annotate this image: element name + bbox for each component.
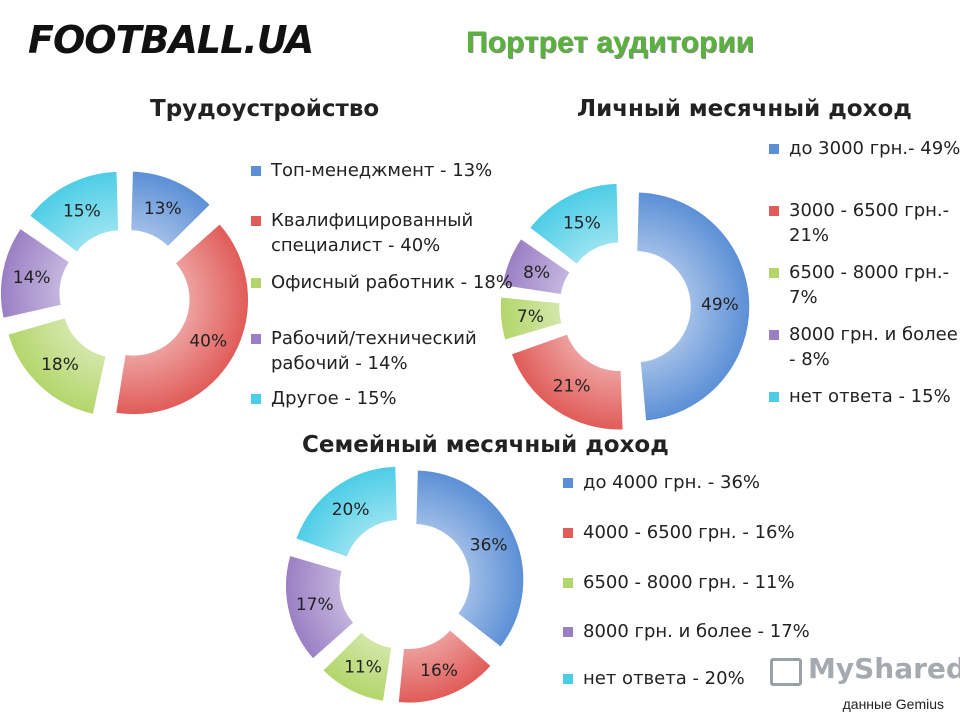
legend-label: Топ-менеджмент - 13% xyxy=(271,160,493,181)
donut-1-data-label-5: 15% xyxy=(563,213,601,233)
legend-label: до 4000 грн. - 36% xyxy=(583,472,761,493)
legend-label: 6500 - 8000 грн.- 7% xyxy=(789,262,950,309)
legend-swatch xyxy=(769,330,779,340)
donut-2-slice-4 xyxy=(284,554,356,661)
donut-0-data-label-1: 13% xyxy=(144,199,182,219)
watermark-text: MyShared xyxy=(808,652,960,685)
chart-title-family-income: Семейный месячный доход xyxy=(302,432,669,458)
donut-1-slice-2 xyxy=(510,332,625,431)
donut-0-slice-4 xyxy=(0,227,71,320)
myshared-logo-icon xyxy=(770,658,802,686)
donut-0-data-label-4: 14% xyxy=(13,268,51,288)
legend-label: 4000 - 6500 грн. - 16% xyxy=(583,522,795,543)
legend-swatch xyxy=(563,578,573,588)
donut-chart-employment: 13% 40% 18% 14% 15% xyxy=(0,170,250,416)
legend-swatch xyxy=(563,674,573,684)
donut-1-data-label-3: 7% xyxy=(517,307,544,327)
donut-2-data-label-4: 17% xyxy=(296,595,334,615)
donut-2-slice-3 xyxy=(321,630,393,703)
myshared-watermark: MyShared xyxy=(770,652,960,690)
legend-swatch xyxy=(769,268,779,278)
legend-label: до 3000 грн.- 49% xyxy=(789,138,960,159)
legend-swatch xyxy=(769,392,779,402)
legend-swatch xyxy=(769,206,779,216)
donut-chart-personal-income: 49% 21% 7% 8% 15% xyxy=(499,182,751,431)
legend-swatch xyxy=(251,394,261,404)
donut-0-data-label-2: 40% xyxy=(189,332,227,352)
donut-1-slice-5 xyxy=(528,182,620,266)
chart-title-employment: Трудоустройство xyxy=(150,96,380,122)
donut-2-data-label-3: 11% xyxy=(344,657,382,677)
donut-2-data-label-1: 36% xyxy=(470,536,508,556)
donut-2-data-label-5: 20% xyxy=(332,500,370,520)
legend-label: нет ответа - 20% xyxy=(583,668,745,689)
donut-0-data-label-5: 15% xyxy=(63,201,101,221)
legend-label: Квалифицированный специалист - 40% xyxy=(271,210,474,257)
legend-label: 8000 грн. и более - 17% xyxy=(583,621,810,642)
chart-title-personal-income: Личный месячный доход xyxy=(577,96,912,122)
legend-label: Другое - 15% xyxy=(271,388,397,409)
legend-swatch xyxy=(251,166,261,176)
donut-1-slice-1 xyxy=(635,190,751,423)
donut-0-slice-3 xyxy=(6,316,108,416)
legend-label: 8000 грн. и более - 8% xyxy=(789,324,958,371)
legend-swatch xyxy=(563,627,573,637)
donut-0-data-label-3: 18% xyxy=(41,355,79,375)
legend-label: Рабочий/технический рабочий - 14% xyxy=(271,328,477,375)
legend-label: 3000 - 6500 грн.- 21% xyxy=(789,200,950,247)
donut-2-slice-2 xyxy=(397,628,493,705)
donut-0-slice-2 xyxy=(114,222,250,416)
donut-1-data-label-4: 8% xyxy=(523,263,550,283)
legend-swatch xyxy=(769,144,779,154)
donut-1-slice-4 xyxy=(501,237,572,296)
donut-1-data-label-2: 21% xyxy=(553,377,591,397)
legend-swatch xyxy=(251,334,261,344)
legend-label: нет ответа - 15% xyxy=(789,386,951,407)
donut-0-slice-5 xyxy=(28,170,120,254)
donut-1-slice-3 xyxy=(499,295,564,342)
football-ua-logo: FOOTBALL.UA xyxy=(28,18,314,62)
source-note: данные Gemius xyxy=(842,696,944,712)
donut-1-data-label-1: 49% xyxy=(701,295,739,315)
legend-swatch xyxy=(251,278,261,288)
legend-swatch xyxy=(251,216,261,226)
legend-label: Офисный работник - 18% xyxy=(271,272,513,293)
legend-swatch xyxy=(563,528,573,538)
donut-2-data-label-2: 16% xyxy=(420,661,458,681)
donut-0-slice-1 xyxy=(129,170,212,249)
slide-title: Портрет аудитории xyxy=(466,26,755,59)
donut-2-slice-5 xyxy=(294,465,399,559)
legend-label: 6500 - 8000 грн. - 11% xyxy=(583,572,795,593)
donut-chart-family-income: 36% 16% 11% 17% 20% xyxy=(284,465,525,705)
legend-swatch xyxy=(563,478,573,488)
donut-2-slice-1 xyxy=(414,469,525,649)
